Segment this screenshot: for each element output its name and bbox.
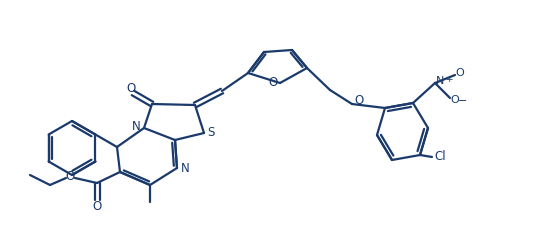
Text: O: O: [456, 68, 464, 78]
Text: N: N: [181, 161, 190, 174]
Text: O: O: [451, 95, 459, 105]
Text: O: O: [65, 169, 74, 182]
Text: S: S: [207, 127, 214, 140]
Text: O: O: [268, 76, 277, 89]
Text: Cl: Cl: [434, 150, 446, 163]
Text: O: O: [92, 200, 102, 213]
Text: O: O: [355, 94, 364, 107]
Text: N: N: [436, 76, 444, 86]
Text: −: −: [458, 96, 468, 106]
Text: N: N: [131, 120, 141, 134]
Text: +: +: [445, 74, 453, 83]
Text: O: O: [127, 81, 136, 94]
